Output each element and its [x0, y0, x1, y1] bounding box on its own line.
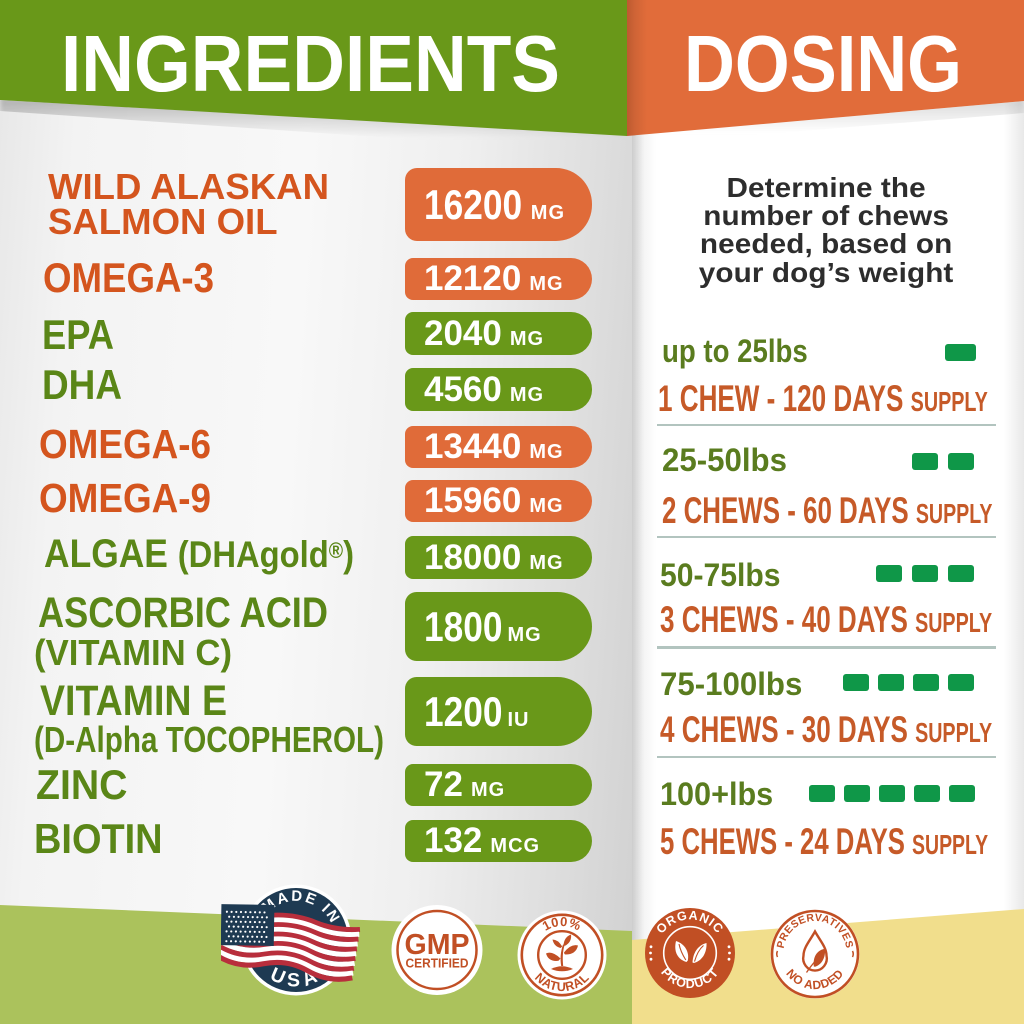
svg-text:100%: 100%: [540, 914, 584, 934]
svg-text:NATURAL: NATURAL: [532, 970, 592, 994]
svg-text:CERTIFIED: CERTIFIED: [406, 957, 469, 971]
svg-text:GMP: GMP: [405, 929, 470, 961]
